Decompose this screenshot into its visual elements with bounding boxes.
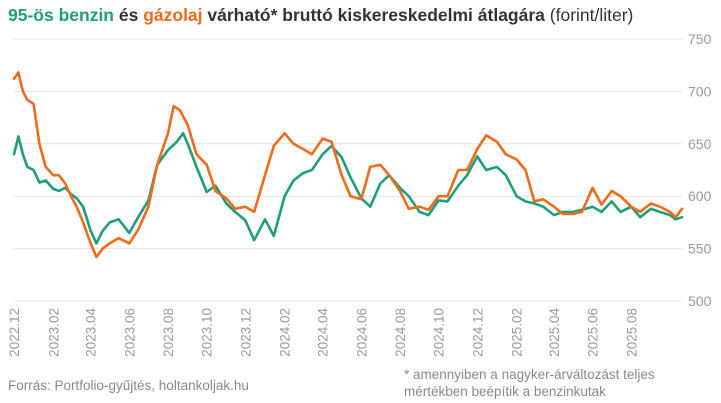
- chart-title: 95-ös benzin és gázolaj várható* bruttó …: [8, 4, 721, 26]
- y-tick-label-4: 550: [688, 241, 712, 257]
- title-es: és: [114, 5, 144, 25]
- y-tick-label-5: 500: [688, 293, 712, 309]
- y-tick-label-2: 650: [688, 136, 712, 152]
- x-tick-label-13: 2025.02: [510, 308, 525, 357]
- x-tick-label-3: 2023.06: [122, 308, 137, 357]
- title-benzin: 95-ös benzin: [8, 5, 114, 25]
- x-tick-label-9: 2024.06: [354, 308, 369, 357]
- x-tick-label-4: 2023.08: [161, 308, 176, 357]
- x-tick-label-1: 2023.02: [46, 308, 61, 357]
- x-tick-label-12: 2024.12: [470, 308, 485, 357]
- x-tick-label-15: 2025.06: [586, 308, 601, 357]
- x-tick-label-8: 2024.04: [316, 308, 331, 357]
- title-rest: várható* bruttó kiskereskedelmi átlagára: [202, 5, 545, 25]
- title-gazolaj: gázolaj: [143, 5, 203, 25]
- source-note: Forrás: Portfolio-gyűjtés, holtankoljak.…: [8, 378, 249, 393]
- footnote-line-2: mértékben beépítik a benzinkutak: [404, 384, 606, 399]
- x-tick-label-7: 2024.02: [278, 308, 293, 357]
- x-tick-label-0: 2022.12: [7, 308, 22, 357]
- x-tick-label-6: 2023.12: [238, 308, 253, 357]
- footnote-line-1: * amennyiben a nagyker-árváltozást telje…: [404, 367, 655, 382]
- y-tick-label-0: 750: [688, 31, 712, 47]
- footnote: * amennyiben a nagyker-árváltozást telje…: [404, 366, 704, 400]
- x-tick-label-2: 2023.04: [84, 308, 99, 357]
- title-unit: (forint/liter): [544, 5, 634, 25]
- y-tick-label-1: 700: [688, 83, 712, 99]
- x-tick-label-16: 2025.08: [624, 308, 639, 357]
- x-tick-label-11: 2024.10: [432, 308, 447, 357]
- x-tick-label-5: 2023.10: [200, 308, 215, 357]
- x-tick-label-14: 2025.04: [547, 308, 562, 357]
- y-tick-label-3: 600: [688, 188, 712, 204]
- series-line-gazolaj: [12, 71, 684, 259]
- series-line-benzin: [12, 132, 684, 245]
- x-tick-label-10: 2024.08: [393, 308, 408, 357]
